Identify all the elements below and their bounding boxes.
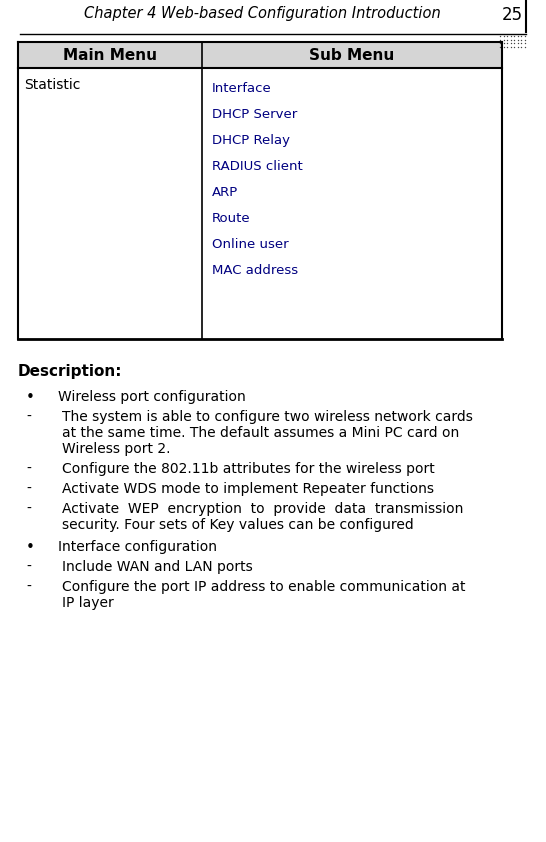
Text: •: • <box>26 390 35 405</box>
Text: RADIUS client: RADIUS client <box>212 160 302 173</box>
Text: The system is able to configure two wireless network cards: The system is able to configure two wire… <box>62 410 473 424</box>
Text: -: - <box>26 560 31 574</box>
Text: MAC address: MAC address <box>212 264 298 277</box>
Text: Interface: Interface <box>212 82 272 95</box>
Text: -: - <box>26 482 31 496</box>
Text: security. Four sets of Key values can be configured: security. Four sets of Key values can be… <box>62 518 414 532</box>
Text: DHCP Server: DHCP Server <box>212 108 297 121</box>
Text: Sub Menu: Sub Menu <box>310 47 395 62</box>
Text: 25: 25 <box>502 6 523 24</box>
Text: Online user: Online user <box>212 238 289 251</box>
Text: -: - <box>26 502 31 516</box>
Text: -: - <box>26 410 31 424</box>
Text: -: - <box>26 462 31 476</box>
Text: Statistic: Statistic <box>24 78 80 92</box>
Text: Wireless port configuration: Wireless port configuration <box>58 390 246 404</box>
Text: Description:: Description: <box>18 364 122 379</box>
Text: -: - <box>26 580 31 594</box>
Text: Configure the 802.11b attributes for the wireless port: Configure the 802.11b attributes for the… <box>62 462 435 476</box>
Text: Wireless port 2.: Wireless port 2. <box>62 442 170 456</box>
Text: Configure the port IP address to enable communication at: Configure the port IP address to enable … <box>62 580 466 594</box>
Text: Activate  WEP  encryption  to  provide  data  transmission: Activate WEP encryption to provide data … <box>62 502 464 516</box>
Text: at the same time. The default assumes a Mini PC card on: at the same time. The default assumes a … <box>62 426 459 440</box>
Text: Include WAN and LAN ports: Include WAN and LAN ports <box>62 560 253 574</box>
Text: Activate WDS mode to implement Repeater functions: Activate WDS mode to implement Repeater … <box>62 482 434 496</box>
Text: Main Menu: Main Menu <box>63 47 157 62</box>
Text: ARP: ARP <box>212 186 238 199</box>
Bar <box>18 42 502 68</box>
Text: •: • <box>26 540 35 555</box>
Text: IP layer: IP layer <box>62 596 114 610</box>
Text: DHCP Relay: DHCP Relay <box>212 134 290 147</box>
Text: Route: Route <box>212 212 251 225</box>
Text: Chapter 4 Web-based Configuration Introduction: Chapter 4 Web-based Configuration Introd… <box>84 6 441 21</box>
Text: Interface configuration: Interface configuration <box>58 540 217 554</box>
